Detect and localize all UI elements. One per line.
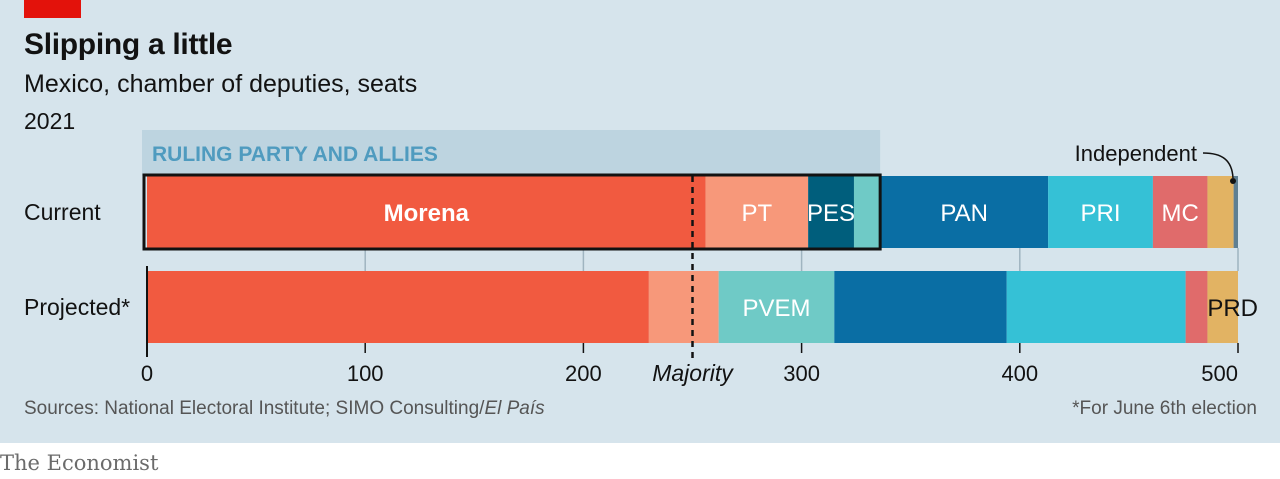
footnote: *For June 6th election: [1072, 398, 1257, 419]
brand-red-tag: [24, 0, 81, 18]
bar-label-pes-0: PES: [807, 200, 855, 227]
brand-wordmark: The Economist: [0, 451, 159, 475]
x-tick-label-100: 100: [347, 361, 384, 386]
x-tick-label-0: 0: [141, 361, 153, 386]
bar-mc-1: [1185, 271, 1208, 343]
majority-label: Majority: [652, 360, 734, 386]
bar-pri-0: [1048, 176, 1153, 248]
x-tick-label-300: 300: [783, 361, 820, 386]
x-tick-label-400: 400: [1001, 361, 1038, 386]
independent-label: Independent: [1075, 141, 1197, 166]
chart-title: Slipping a little: [24, 28, 233, 61]
bar-label-morena-0: Morena: [384, 200, 470, 227]
bar-label-pan-0: PAN: [940, 200, 988, 227]
independent-leader-dot: [1230, 178, 1236, 184]
bar-pt-1: [648, 271, 719, 343]
bar-prd-1: [1207, 271, 1238, 343]
bar-pan-0: [880, 176, 1049, 248]
chart-year-label: 2021: [24, 108, 76, 134]
chart-subtitle: Mexico, chamber of deputies, seats: [24, 70, 418, 98]
sources-note: Sources: National Electoral Institute; S…: [24, 398, 545, 419]
bar-pt-0: [705, 176, 809, 248]
bar-label-pt-0: PT: [742, 200, 773, 227]
independent-leader-line: [1202, 152, 1234, 179]
bar-pri-1: [1006, 271, 1186, 343]
stacked-bar-chart: RULING PARTY AND ALLIES Current Morena PT PE…: [24, 130, 1258, 386]
bar-label-pvem-1: PVEM: [742, 295, 810, 322]
bar-mc-0: [1152, 176, 1208, 248]
bar-pan-1: [834, 271, 1007, 343]
bar-label-mc-0: MC: [1162, 200, 1199, 227]
bar-prd-0: [1207, 176, 1234, 248]
bar-pes-0: [808, 176, 854, 248]
bar-label-pri-0: PRI: [1081, 200, 1121, 227]
bar-morena-0: [147, 176, 706, 248]
row-label-0: Current: [24, 199, 101, 225]
x-tick-label-500: 500: [1201, 361, 1238, 386]
x-tick-label-200: 200: [565, 361, 602, 386]
bar-morena-1: [147, 271, 649, 343]
ruling-alliance-band: [142, 130, 881, 176]
bar-independent-0: [1233, 176, 1238, 248]
bar-label-prd-1: PRD: [1207, 295, 1258, 322]
ruling-alliance-label: RULING PARTY AND ALLIES: [152, 143, 438, 166]
bar-pvem-1: [718, 271, 835, 343]
ruling-alliance-outline: [142, 173, 882, 251]
bar-pvem-0: [853, 176, 881, 248]
row-label-1: Projected*: [24, 294, 130, 320]
